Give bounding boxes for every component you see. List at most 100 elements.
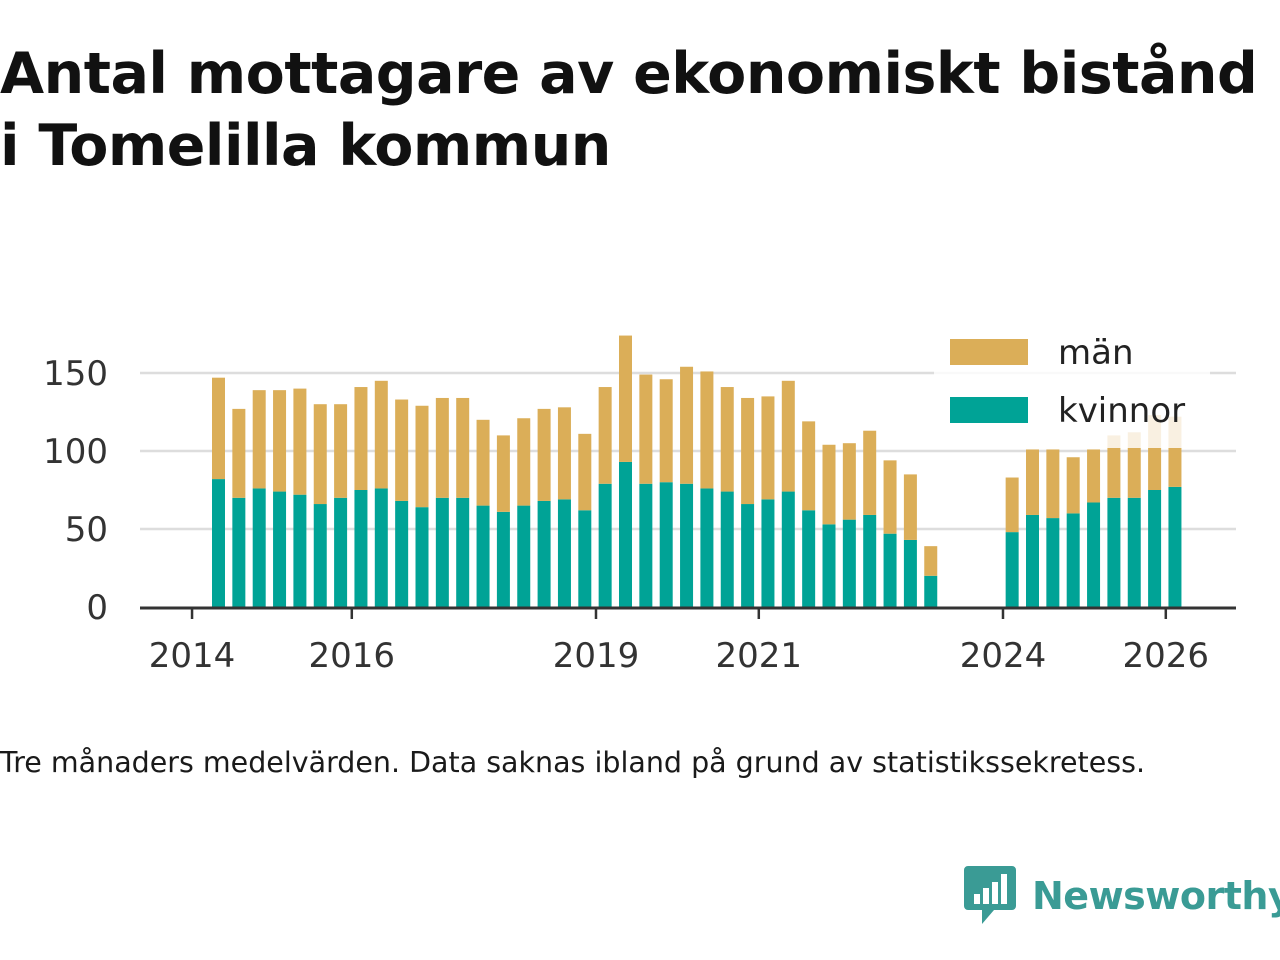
bar-kvinnor-2015-K4 [334,497,348,607]
bar-män-2018-K2 [537,408,551,501]
y-tick-label: 150 [43,354,108,394]
bar-män-2022-K2 [863,430,877,515]
bar-män-2025-K3 [1127,432,1141,498]
bar-män-2025-K1 [1087,449,1101,503]
bar-kvinnor-2025-K2 [1107,497,1121,607]
bar-män-2014-K2 [212,377,225,480]
chart-caption: Tre månaders medelvärden. Data saknas ib… [0,746,1146,779]
legend-swatch-kvinnor [950,397,1028,423]
bar-kvinnor-2020-K3 [720,491,734,607]
bar-män-2016-K3 [395,399,409,501]
bar-män-2019-K3 [639,374,653,484]
bar-män-2018-K1 [517,418,531,506]
bar-män-2025-K2 [1107,435,1121,498]
brand: Newsworthy [964,866,1280,926]
bar-kvinnor-2025-K4 [1148,490,1162,607]
legend: män kvinnor [934,322,1210,448]
bar-män-2023-K1 [924,546,938,576]
bar-kvinnor-2024-K2 [1026,514,1039,607]
bar-män-2014-K4 [252,390,266,489]
bar-män-2024-K2 [1026,449,1039,515]
bar-kvinnor-2014-K4 [252,488,266,607]
bar-kvinnor-2016-K1 [354,490,368,607]
bar-kvinnor-2019-K3 [639,483,653,607]
bar-kvinnor-2022-K2 [863,514,877,607]
bar-män-2020-K4 [741,397,755,505]
stacked-bar-chart: 0 50 100 150 2014 2016 2019 2021 2024 2026 män kvi… [43,322,1236,676]
newsworthy-logo-icon [964,866,1016,924]
bar-kvinnor-2019-K1 [598,483,612,607]
bar-män-2016-K1 [354,387,368,490]
bar-män-2022-K1 [842,443,856,520]
bar-män-2024-K1 [1005,477,1019,533]
bar-kvinnor-2023-K1 [924,575,938,607]
x-tick-label: 2019 [553,636,640,676]
bar-kvinnor-2020-K1 [680,483,694,607]
bar-kvinnor-2016-K2 [374,488,388,607]
bar-män-2019-K2 [619,335,632,462]
bar-män-2016-K2 [374,380,388,489]
bar-kvinnor-2017-K1 [435,497,449,607]
x-tick-label: 2014 [149,636,236,676]
y-tick-label: 100 [43,432,108,472]
bar-kvinnor-2020-K4 [741,504,755,607]
bar-män-2015-K1 [273,390,287,492]
bar-män-2021-K2 [781,380,795,492]
bar-män-2019-K4 [659,379,673,483]
x-tick-label: 2021 [716,636,803,676]
bar-kvinnor-2021-K3 [802,510,816,607]
bar-kvinnor-2024-K1 [1005,532,1019,607]
bar-män-2022-K4 [903,474,917,540]
bar-män-2017-K2 [456,397,470,498]
bar-kvinnor-2024-K4 [1066,513,1080,607]
bar-kvinnor-2016-K4 [415,507,429,607]
chart-title-line-2: i Tomelilla kommun [0,113,611,179]
bar-kvinnor-2014-K2 [212,479,225,607]
bar-män-2019-K1 [598,387,612,484]
bar-män-2017-K3 [476,419,490,506]
x-tick-label: 2026 [1123,636,1210,676]
bar-kvinnor-2015-K3 [313,504,327,607]
bar-kvinnor-2026-K1 [1168,486,1182,607]
bar-män-2020-K3 [720,387,734,492]
bar-kvinnor-2015-K2 [293,494,307,607]
bars [212,335,1182,607]
bar-män-2024-K3 [1046,449,1060,519]
bar-kvinnor-2024-K3 [1046,518,1060,607]
bar-kvinnor-2018-K1 [517,505,531,607]
bar-kvinnor-2017-K4 [496,511,510,607]
bar-kvinnor-2025-K1 [1087,502,1101,607]
bar-män-2021-K4 [822,444,836,525]
bar-män-2015-K3 [313,404,327,505]
bar-män-2017-K4 [496,435,510,512]
bar-kvinnor-2018-K4 [578,510,592,607]
bar-män-2022-K3 [883,460,897,534]
bar-kvinnor-2014-K3 [232,497,246,607]
brand-name: Newsworthy [1032,874,1280,918]
bar-män-2016-K4 [415,405,429,508]
bar-män-2021-K1 [761,396,775,500]
bar-män-2020-K1 [680,366,694,484]
bar-män-2015-K2 [293,388,307,495]
bar-kvinnor-2021-K4 [822,524,836,607]
bar-män-2018-K4 [578,433,592,511]
bar-kvinnor-2018-K2 [537,500,551,607]
bar-män-2024-K4 [1066,457,1080,514]
legend-label-män: män [1058,333,1134,373]
bar-män-2014-K3 [232,408,246,498]
bar-kvinnor-2019-K2 [619,461,632,607]
x-tick-label: 2024 [960,636,1047,676]
bar-kvinnor-2016-K3 [395,500,409,607]
bar-män-2020-K2 [700,371,714,489]
bar-kvinnor-2015-K1 [273,491,287,607]
x-tick-label: 2016 [309,636,396,676]
bar-män-2015-K4 [334,404,348,498]
bar-kvinnor-2021-K1 [761,499,775,607]
legend-label-kvinnor: kvinnor [1058,391,1185,431]
axes: 0 50 100 150 2014 2016 2019 2021 2024 2026 [43,354,1236,676]
chart-title-line-1: Antal mottagare av ekonomiskt bistånd [0,41,1258,107]
legend-swatch-män [950,339,1028,365]
bar-kvinnor-2019-K4 [659,482,673,607]
bar-kvinnor-2017-K3 [476,505,490,607]
bar-kvinnor-2018-K3 [557,499,571,607]
